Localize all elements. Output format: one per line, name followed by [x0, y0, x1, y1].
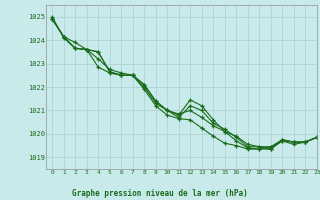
Text: Graphe pression niveau de la mer (hPa): Graphe pression niveau de la mer (hPa)	[72, 189, 248, 198]
